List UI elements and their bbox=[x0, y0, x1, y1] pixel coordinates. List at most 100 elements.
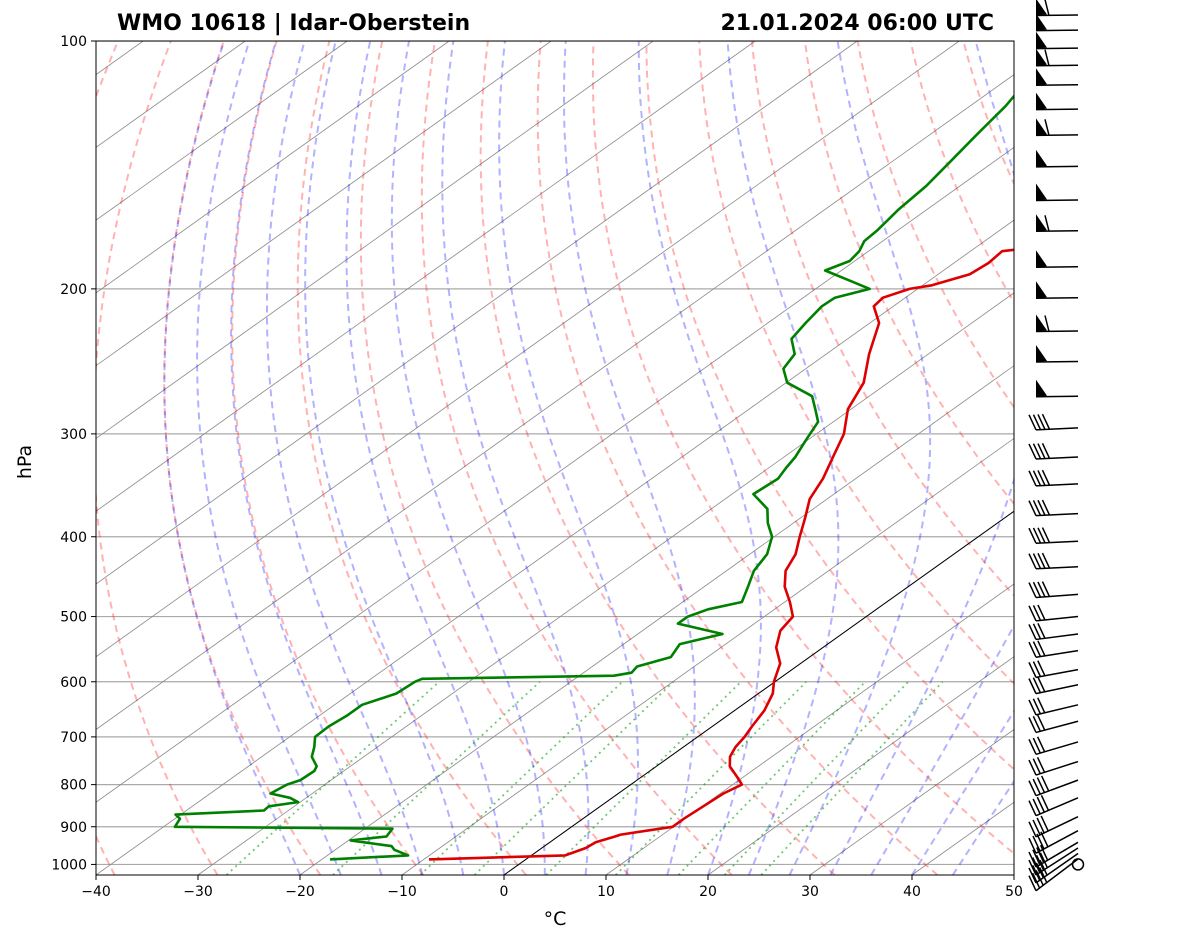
barb-staff bbox=[1035, 456, 1079, 460]
barb-pennant bbox=[1036, 214, 1047, 232]
barb-flag bbox=[1028, 500, 1037, 516]
barb-flag bbox=[1032, 849, 1041, 866]
barb-flag bbox=[1028, 800, 1037, 816]
barb-pennant bbox=[1036, 250, 1047, 268]
moist-adiabat-line bbox=[304, 41, 465, 875]
x-tick-label: 20 bbox=[699, 884, 717, 900]
barb-pennant bbox=[1036, 31, 1047, 49]
barb-flag bbox=[1037, 622, 1046, 639]
barb-flag bbox=[1028, 582, 1037, 598]
barb-flag bbox=[1032, 605, 1042, 621]
dry-adiabat-line bbox=[231, 41, 424, 875]
barb-staff bbox=[1035, 633, 1079, 641]
isotherm-line bbox=[299, 365, 1014, 875]
barb-flag bbox=[1031, 872, 1041, 889]
moist-adiabat-line bbox=[563, 41, 696, 875]
barb-pennant bbox=[1036, 0, 1047, 16]
barb-flag bbox=[1032, 623, 1042, 640]
barb-flag bbox=[1028, 738, 1037, 755]
barb-flag bbox=[1037, 660, 1046, 677]
barb-pennant bbox=[1036, 281, 1047, 299]
x-axis-label: °C bbox=[544, 908, 567, 930]
barb-flag bbox=[1037, 676, 1046, 693]
barb-flag bbox=[1028, 780, 1037, 796]
zero-degree-isotherm bbox=[503, 510, 1014, 875]
barb-flag bbox=[1032, 758, 1041, 775]
barb-flag bbox=[1032, 470, 1042, 486]
dry-adiabat-line bbox=[479, 41, 836, 875]
barb-flag bbox=[1028, 759, 1037, 776]
barb-flag bbox=[1032, 527, 1042, 544]
wind-barb bbox=[1035, 149, 1079, 168]
wind-barb bbox=[1035, 48, 1079, 67]
dry-adiabat-line bbox=[420, 41, 733, 875]
moist-adiabat-line bbox=[498, 41, 639, 875]
barb-flag bbox=[1040, 775, 1050, 792]
barb-flag bbox=[1037, 714, 1046, 731]
barb-staff bbox=[1035, 847, 1079, 876]
moist-adiabat-line bbox=[230, 41, 383, 875]
wind-barb bbox=[1028, 795, 1079, 817]
barb-flag bbox=[1037, 443, 1046, 459]
barb-staff bbox=[1035, 199, 1079, 202]
barb-staff bbox=[1035, 593, 1079, 599]
barb-staff bbox=[1035, 427, 1079, 431]
y-tick-label: 900 bbox=[60, 820, 87, 836]
wind-barb bbox=[1028, 815, 1079, 838]
barb-pennant bbox=[1036, 314, 1047, 332]
x-tick-label: 10 bbox=[597, 884, 615, 900]
barb-staff bbox=[1035, 512, 1079, 517]
barb-flag bbox=[1032, 865, 1041, 881]
barb-staff bbox=[1035, 668, 1079, 679]
moist-adiabat-line bbox=[196, 41, 342, 875]
barb-flag bbox=[1032, 778, 1041, 795]
barb-pennant bbox=[1036, 183, 1047, 201]
wind-barb bbox=[1028, 527, 1079, 544]
skewed-isotherm-gridlines bbox=[96, 41, 1014, 875]
barb-staff bbox=[1035, 858, 1079, 892]
barb-staff bbox=[1035, 14, 1079, 17]
barb-flag bbox=[1028, 875, 1037, 892]
y-tick-label: 700 bbox=[60, 730, 87, 746]
dry-adiabat-line bbox=[645, 41, 1014, 771]
barb-staff bbox=[1035, 779, 1079, 797]
barb-flag bbox=[1035, 869, 1044, 886]
moist-adiabat-line bbox=[390, 41, 546, 875]
barb-flag bbox=[1037, 552, 1046, 569]
barb-staff bbox=[1035, 47, 1079, 50]
barb-flag bbox=[1032, 715, 1042, 732]
dry-adiabat-line bbox=[591, 41, 1014, 855]
dry-adiabat-line bbox=[751, 41, 1014, 597]
wind-barb bbox=[1035, 68, 1079, 86]
barb-staff bbox=[1035, 683, 1079, 695]
barb-flag bbox=[1028, 821, 1037, 838]
y-tick-label: 400 bbox=[60, 530, 87, 546]
barb-flag bbox=[1044, 315, 1050, 332]
barb-flag bbox=[1028, 699, 1037, 716]
isotherm-line bbox=[96, 41, 654, 439]
barb-staff bbox=[1035, 330, 1079, 333]
barb-staff bbox=[1035, 483, 1079, 487]
wind-barb bbox=[1028, 640, 1079, 658]
barb-flag bbox=[1032, 443, 1042, 460]
moist-adiabats bbox=[163, 41, 1014, 875]
wind-barb bbox=[1035, 183, 1079, 202]
wind-barb bbox=[1028, 858, 1079, 892]
barb-flag bbox=[1032, 857, 1041, 873]
mixing-ratio-lines bbox=[225, 681, 944, 875]
wind-barb bbox=[1035, 214, 1079, 233]
isotherm-line bbox=[96, 219, 1014, 875]
barb-flag bbox=[1032, 798, 1041, 815]
barb-flag bbox=[1032, 661, 1042, 677]
temperature-profile-line bbox=[428, 248, 1014, 861]
barb-flag bbox=[1040, 815, 1049, 832]
wind-barb bbox=[1028, 622, 1079, 641]
dry-adiabat-line bbox=[803, 41, 1014, 506]
wind-barb bbox=[1035, 0, 1079, 17]
barb-flag bbox=[1044, 0, 1050, 16]
barb-flag bbox=[1035, 862, 1045, 879]
barb-staff bbox=[1035, 395, 1079, 398]
barb-staff bbox=[1035, 741, 1079, 756]
barb-flag bbox=[1039, 844, 1049, 861]
wind-barb bbox=[1035, 13, 1079, 32]
